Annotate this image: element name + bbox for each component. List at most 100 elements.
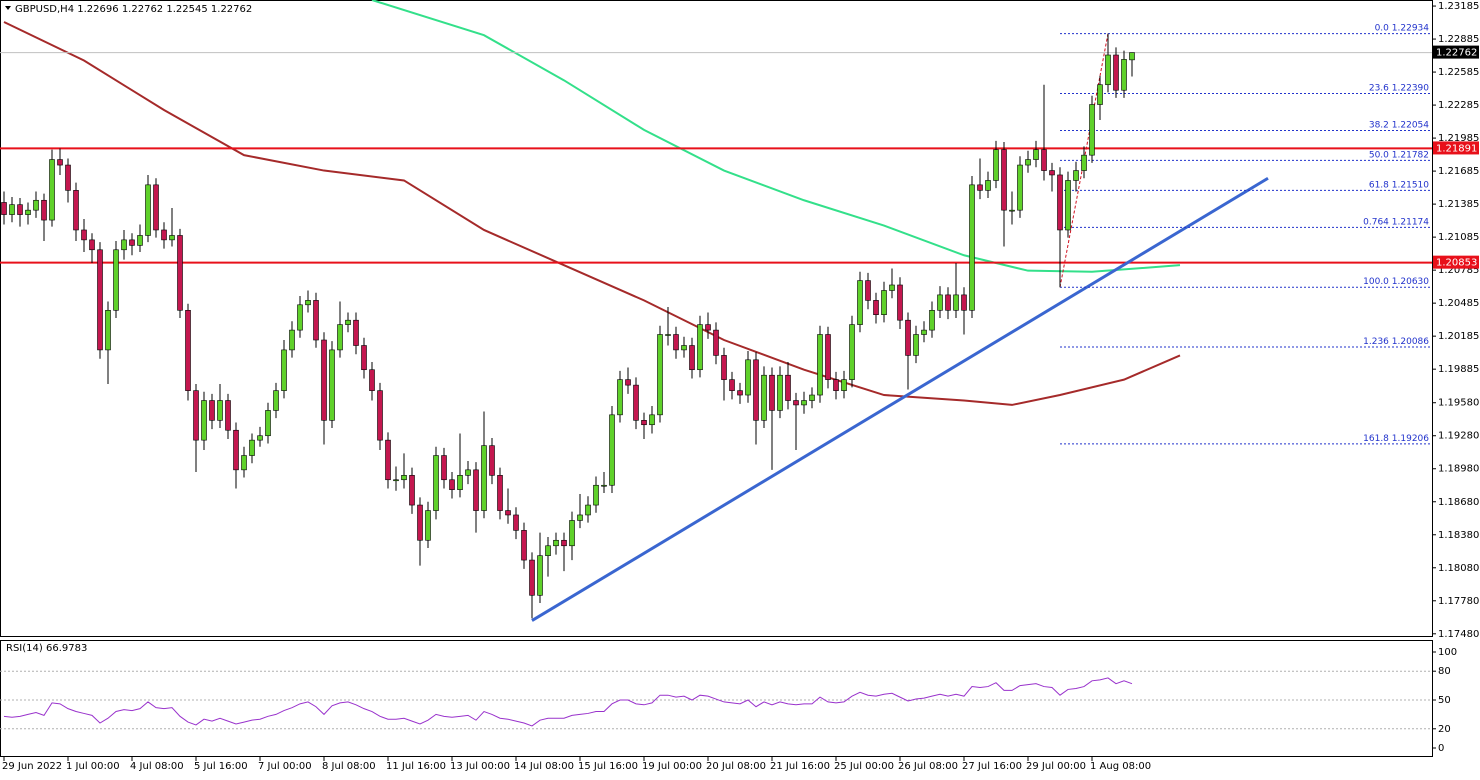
candle-body (377, 390, 383, 441)
candle-body (641, 420, 647, 426)
fib-price: 1.21510 (1392, 180, 1429, 190)
candle-body (713, 329, 719, 356)
fib-price: 1.19206 (1392, 433, 1429, 443)
candle-body (137, 235, 143, 246)
candle-body (1097, 84, 1103, 105)
candle-body (513, 514, 519, 531)
quote-low: 1.22545 (166, 4, 207, 15)
candle-body (737, 390, 743, 396)
candle-body (809, 394, 815, 401)
candle-body (1025, 159, 1031, 166)
candle-body (401, 475, 407, 481)
candle-body (577, 514, 583, 521)
candle-body (521, 530, 527, 561)
y-tick-label: 1.19885 (1438, 364, 1479, 375)
candle-body (249, 439, 255, 456)
candle-body (161, 229, 167, 241)
x-tick-label: 19 Jul 00:00 (642, 761, 702, 772)
candle-body (297, 304, 303, 331)
quote-high: 1.22762 (122, 4, 163, 15)
candle-body (89, 239, 95, 251)
candle-body (689, 345, 695, 371)
x-tick-label: 15 Jul 16:00 (578, 761, 638, 772)
fib-label: 23.6 1.22390 (1369, 83, 1429, 93)
fib-price: 1.22934 (1392, 23, 1429, 33)
candle-body (489, 445, 495, 476)
candle-body (1073, 170, 1079, 181)
fib-level: 161.8 (1363, 433, 1389, 443)
candle-body (153, 184, 159, 231)
fib-level: 23.6 (1369, 83, 1389, 93)
candle-body (193, 390, 199, 441)
x-tick-label: 13 Jul 00:00 (450, 761, 510, 772)
candle-body (409, 475, 415, 506)
quote-header: GBPUSD,H4 1.22696 1.22762 1.22545 1.2276… (15, 4, 252, 15)
candle-body (825, 334, 831, 380)
candle-body (369, 369, 375, 391)
y-tick-label: 1.22885 (1438, 34, 1479, 45)
rsi-title: RSI(14) (6, 643, 43, 654)
fib-label: 0.764 1.21174 (1363, 217, 1429, 227)
candle-body (465, 469, 471, 476)
candle-body (665, 334, 671, 336)
moving-average (3, 21, 1181, 406)
candle-body (633, 384, 639, 421)
candle-body (1089, 104, 1095, 156)
rsi-tick-label: 100 (1438, 647, 1457, 658)
x-tick-label: 8 Jul 08:00 (322, 761, 376, 772)
candle-body (393, 479, 399, 482)
candle-body (25, 209, 31, 215)
quote-close: 1.22762 (211, 4, 252, 15)
rsi-header: RSI(14) 66.9783 (6, 643, 87, 654)
candle-body (265, 410, 271, 437)
y-tick-label: 1.18080 (1438, 563, 1479, 574)
candle-body (969, 184, 975, 311)
rsi-line (3, 677, 1133, 727)
candle-body (337, 324, 343, 351)
candle-body (1033, 149, 1039, 160)
candle-body (481, 445, 487, 511)
rsi-tick-label: 50 (1438, 695, 1451, 706)
candle-body (57, 159, 63, 166)
candle-body (1057, 174, 1063, 231)
fib-level: 1.236 (1363, 337, 1389, 347)
candle-body (505, 510, 511, 516)
candle-body (585, 504, 591, 516)
y-tick-label: 1.19280 (1438, 431, 1479, 442)
candle-body (1041, 149, 1047, 171)
price-badge (1433, 141, 1479, 155)
candle-body (425, 510, 431, 541)
candle-body (209, 400, 215, 421)
y-tick-label: 1.21985 (1438, 133, 1479, 144)
candle-body (41, 199, 47, 221)
y-tick-label: 1.18380 (1438, 530, 1479, 541)
candle-body (945, 294, 951, 311)
candle-body (113, 249, 119, 311)
fib-level: 61.8 (1369, 180, 1389, 190)
fib-level: 38.2 (1369, 120, 1389, 130)
x-tick-label: 27 Jul 16:00 (962, 761, 1022, 772)
candle-body (745, 359, 751, 396)
x-tick-label: 20 Jul 08:00 (706, 761, 766, 772)
y-tick-label: 1.21085 (1438, 232, 1479, 243)
x-tick-label: 29 Jun 2022 (2, 761, 62, 772)
y-tick-label: 1.18980 (1438, 464, 1479, 475)
candle-body (385, 439, 391, 481)
candle-body (9, 204, 15, 215)
x-tick-label: 1 Aug 08:00 (1090, 761, 1151, 772)
candle-body (169, 235, 175, 241)
x-tick-label: 25 Jul 00:00 (834, 761, 894, 772)
candle-body (913, 334, 919, 356)
fib-label: 161.8 1.19206 (1363, 433, 1429, 443)
candle-body (593, 484, 599, 506)
fib-price: 1.20086 (1392, 337, 1429, 347)
rsi-value: 66.9783 (46, 643, 87, 654)
symbol: GBPUSD,H4 (15, 4, 74, 15)
candle-body (705, 324, 711, 331)
moving-average (371, 0, 1181, 273)
menu-arrow (5, 6, 11, 10)
y-tick-label: 1.18680 (1438, 497, 1479, 508)
price-badge (1433, 45, 1479, 59)
quote-open: 1.22696 (77, 4, 118, 15)
